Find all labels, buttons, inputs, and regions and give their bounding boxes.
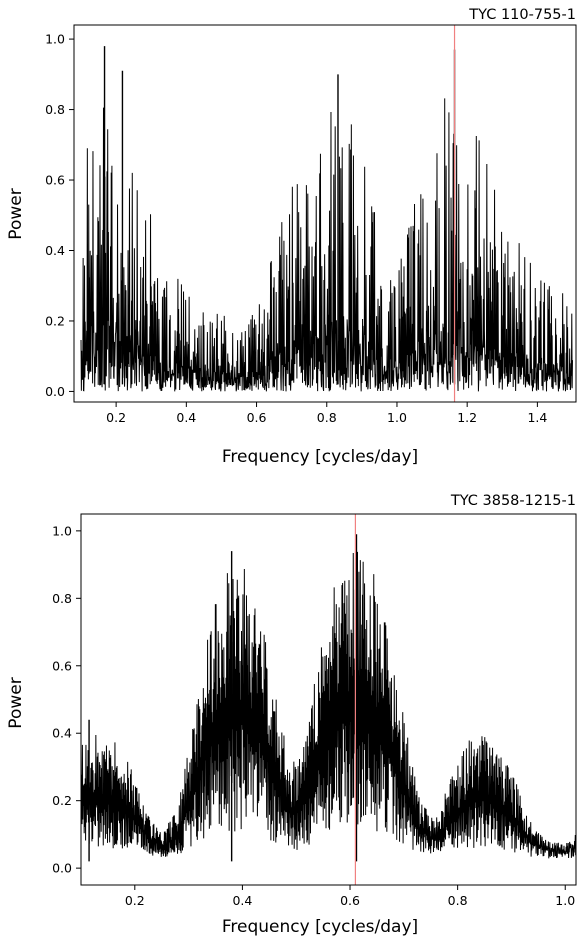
power-series bbox=[80, 98, 573, 392]
y-tick-label: 0.2 bbox=[52, 793, 72, 808]
x-tick-label: 0.8 bbox=[317, 410, 337, 425]
y-tick-label: 0.2 bbox=[45, 313, 65, 328]
x-tick-label: 0.2 bbox=[106, 410, 126, 425]
power-series bbox=[81, 551, 576, 859]
chart-tyc-110-755-1: TYC 110-755-1 Power Frequency [cycles/da… bbox=[6, 7, 577, 467]
x-tick-label: 1.4 bbox=[527, 410, 547, 425]
x-tick-label: 1.0 bbox=[387, 410, 407, 425]
x-tick-label: 0.8 bbox=[448, 893, 468, 908]
x-tick-label: 0.2 bbox=[125, 893, 145, 908]
y-tick-label: 0.4 bbox=[45, 243, 65, 258]
x-tick-label: 0.6 bbox=[340, 893, 360, 908]
chart-title: TYC 3858-1215-1 bbox=[450, 493, 576, 509]
plot-frame bbox=[80, 513, 577, 886]
chart-title: TYC 110-755-1 bbox=[468, 7, 576, 23]
y-axis-label: Power bbox=[6, 677, 26, 728]
y-tick-label: 1.0 bbox=[45, 32, 65, 47]
x-tick-label: 1.0 bbox=[555, 893, 575, 908]
y-tick-label: 1.0 bbox=[52, 523, 72, 538]
x-tick-label: 0.4 bbox=[232, 893, 252, 908]
y-tick-label: 0.0 bbox=[52, 861, 72, 876]
y-tick-label: 0.6 bbox=[52, 658, 72, 673]
y-tick-label: 0.8 bbox=[45, 102, 65, 117]
y-axis-label: Power bbox=[6, 188, 26, 239]
y-tick-label: 0.6 bbox=[45, 173, 65, 188]
x-axis-label: Frequency [cycles/day] bbox=[222, 917, 418, 937]
y-tick-label: 0.8 bbox=[52, 591, 72, 606]
x-axis-label: Frequency [cycles/day] bbox=[222, 447, 418, 467]
x-tick-label: 0.6 bbox=[247, 410, 267, 425]
x-tick-label: 1.2 bbox=[457, 410, 477, 425]
y-tick-label: 0.0 bbox=[45, 384, 65, 399]
y-tick-label: 0.4 bbox=[52, 726, 72, 741]
chart-tyc-3858-1215-1: TYC 3858-1215-1 Power Frequency [cycles/… bbox=[6, 493, 577, 937]
x-tick-label: 0.4 bbox=[176, 410, 196, 425]
plot-frame bbox=[73, 24, 577, 403]
